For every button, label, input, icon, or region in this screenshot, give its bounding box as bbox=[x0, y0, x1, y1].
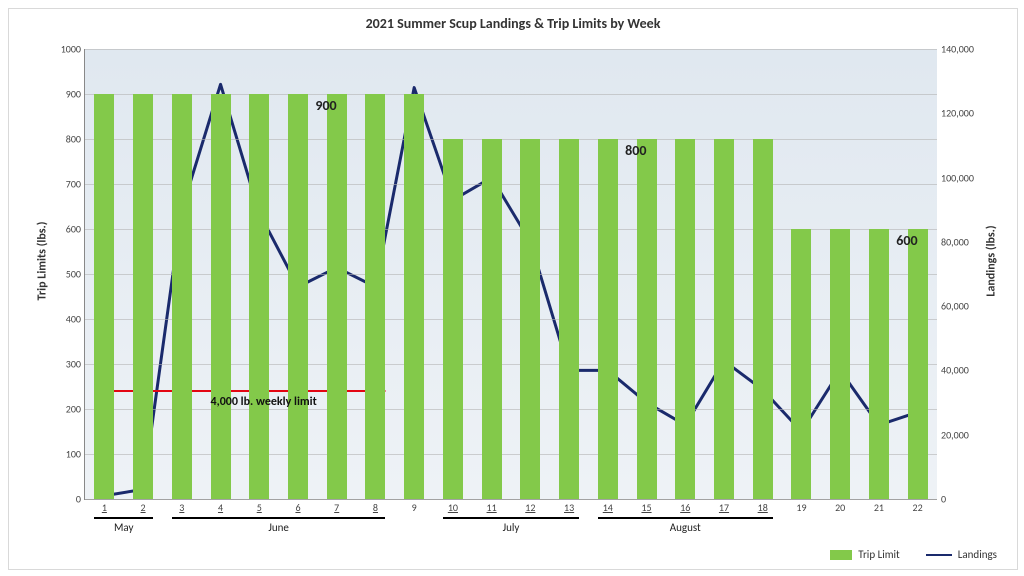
x-tick-label: 8 bbox=[360, 501, 390, 514]
right-tick-label: 80,000 bbox=[941, 235, 991, 248]
right-tick-label: 100,000 bbox=[941, 171, 991, 184]
trip-limit-bar bbox=[908, 229, 928, 499]
x-tick-label: 17 bbox=[709, 501, 739, 514]
trip-limit-bar bbox=[327, 94, 347, 499]
x-tick-label: 20 bbox=[825, 501, 855, 514]
x-tick-label: 2 bbox=[128, 501, 158, 514]
legend-swatch-line bbox=[926, 554, 952, 556]
right-tick-label: 0 bbox=[941, 493, 991, 506]
left-tick-label: 0 bbox=[41, 493, 81, 506]
x-tick-label: 16 bbox=[670, 501, 700, 514]
right-tick-label: 140,000 bbox=[941, 43, 991, 56]
left-tick-label: 400 bbox=[41, 313, 81, 326]
trip-limit-bar bbox=[791, 229, 811, 499]
left-tick-label: 700 bbox=[41, 178, 81, 191]
month-range-label: August bbox=[670, 521, 701, 534]
month-range-label: June bbox=[268, 521, 289, 534]
trip-limit-bar bbox=[288, 94, 308, 499]
x-tick-label: 19 bbox=[786, 501, 816, 514]
legend-bar-label: Trip Limit bbox=[858, 548, 899, 561]
grid-line bbox=[85, 49, 937, 50]
trip-limit-bar bbox=[172, 94, 192, 499]
x-tick-label: 5 bbox=[244, 501, 274, 514]
x-tick-label: 13 bbox=[554, 501, 584, 514]
trip-limit-bar bbox=[753, 139, 773, 499]
x-tick-label: 11 bbox=[477, 501, 507, 514]
x-tick-label: 4 bbox=[206, 501, 236, 514]
left-tick-label: 1000 bbox=[41, 43, 81, 56]
legend-line-label: Landings bbox=[958, 548, 997, 561]
legend: Trip Limit Landings bbox=[830, 548, 997, 561]
chart-container: 2021 Summer Scup Landings & Trip Limits … bbox=[8, 8, 1018, 570]
right-tick-label: 20,000 bbox=[941, 428, 991, 441]
left-tick-label: 100 bbox=[41, 448, 81, 461]
month-range-line bbox=[94, 517, 153, 519]
trip-limit-bar bbox=[869, 229, 889, 499]
trip-limit-bar bbox=[482, 139, 502, 499]
bar-value-annotation: 800 bbox=[625, 142, 646, 159]
x-tick-label: 9 bbox=[399, 501, 429, 514]
chart-title: 2021 Summer Scup Landings & Trip Limits … bbox=[9, 15, 1017, 32]
x-tick-label: 12 bbox=[515, 501, 545, 514]
trip-limit-bar bbox=[404, 94, 424, 499]
month-range-line bbox=[172, 517, 386, 519]
trip-limit-bar bbox=[598, 139, 618, 499]
right-tick-label: 40,000 bbox=[941, 364, 991, 377]
left-tick-label: 900 bbox=[41, 88, 81, 101]
grid-line bbox=[85, 499, 937, 500]
left-tick-label: 200 bbox=[41, 403, 81, 416]
bar-value-annotation: 600 bbox=[896, 232, 917, 249]
trip-limit-bar bbox=[675, 139, 695, 499]
legend-swatch-bar bbox=[830, 550, 852, 560]
trip-limit-bar bbox=[94, 94, 114, 499]
trip-limit-bar bbox=[637, 139, 657, 499]
trip-limit-bar bbox=[211, 94, 231, 499]
trip-limit-bar bbox=[714, 139, 734, 499]
right-tick-label: 60,000 bbox=[941, 300, 991, 313]
trip-limit-bar bbox=[365, 94, 385, 499]
x-tick-label: 22 bbox=[903, 501, 933, 514]
x-tick-label: 7 bbox=[322, 501, 352, 514]
weekly-limit-label: 4,000 lb. weekly limit bbox=[211, 395, 317, 409]
x-tick-label: 15 bbox=[632, 501, 662, 514]
month-range-line bbox=[443, 517, 579, 519]
x-tick-label: 6 bbox=[283, 501, 313, 514]
x-tick-label: 18 bbox=[748, 501, 778, 514]
trip-limit-bar bbox=[443, 139, 463, 499]
trip-limit-bar bbox=[249, 94, 269, 499]
x-tick-label: 3 bbox=[167, 501, 197, 514]
trip-limit-bar bbox=[520, 139, 540, 499]
trip-limit-bar bbox=[830, 229, 850, 499]
month-range-label: July bbox=[503, 521, 520, 534]
x-tick-label: 10 bbox=[438, 501, 468, 514]
month-range-label: May bbox=[114, 521, 133, 534]
left-tick-label: 300 bbox=[41, 358, 81, 371]
x-tick-label: 21 bbox=[864, 501, 894, 514]
x-tick-label: 1 bbox=[89, 501, 119, 514]
left-axis-label: Trip Limits (lbs.) bbox=[35, 222, 49, 301]
trip-limit-bar bbox=[133, 94, 153, 499]
right-tick-label: 120,000 bbox=[941, 107, 991, 120]
bar-value-annotation: 900 bbox=[315, 97, 336, 114]
left-tick-label: 800 bbox=[41, 133, 81, 146]
trip-limit-bar bbox=[559, 139, 579, 499]
x-tick-label: 14 bbox=[593, 501, 623, 514]
right-axis-label: Landings (lbs.) bbox=[984, 225, 998, 296]
month-range-line bbox=[598, 517, 773, 519]
plot-area: 01002003004005006007008009001000020,0004… bbox=[84, 49, 937, 500]
